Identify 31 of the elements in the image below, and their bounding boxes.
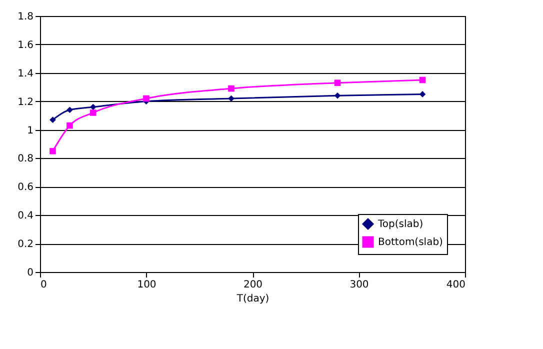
point <box>419 76 426 84</box>
x-tick-label: 0 <box>40 280 47 290</box>
legend-label: Bottom(slab) <box>378 237 444 248</box>
point <box>90 104 96 110</box>
point <box>50 116 56 123</box>
point <box>90 110 96 116</box>
point <box>228 95 234 102</box>
y-tick-label: 1.8 <box>18 12 34 22</box>
y-tick-label: 0.8 <box>18 154 34 165</box>
y-tick-label: 1.4 <box>18 68 34 80</box>
x-tick-label: 200 <box>243 280 263 290</box>
point <box>143 95 150 102</box>
y-tick-label: 0.6 <box>18 182 34 194</box>
point <box>66 122 73 129</box>
point <box>228 85 234 92</box>
legend-label: Top(slab) <box>377 219 424 230</box>
x-axis-title: T(day) <box>236 294 270 304</box>
y-tick-label: 1 <box>27 125 34 136</box>
point <box>66 106 73 114</box>
y-tick-label: 1.2 <box>18 96 34 108</box>
point <box>50 148 56 154</box>
y-tick-label: 0.2 <box>18 239 34 250</box>
x-tick-label: 400 <box>446 280 466 290</box>
y-tick-label: 1.6 <box>18 40 34 51</box>
y-tick-label: 0 <box>27 268 34 278</box>
y-tick-label: 0.4 <box>18 210 34 222</box>
x-tick-label: 300 <box>350 280 369 290</box>
point <box>334 80 341 86</box>
point <box>419 91 426 98</box>
point <box>334 92 341 99</box>
x-tick-label: 100 <box>137 280 156 290</box>
